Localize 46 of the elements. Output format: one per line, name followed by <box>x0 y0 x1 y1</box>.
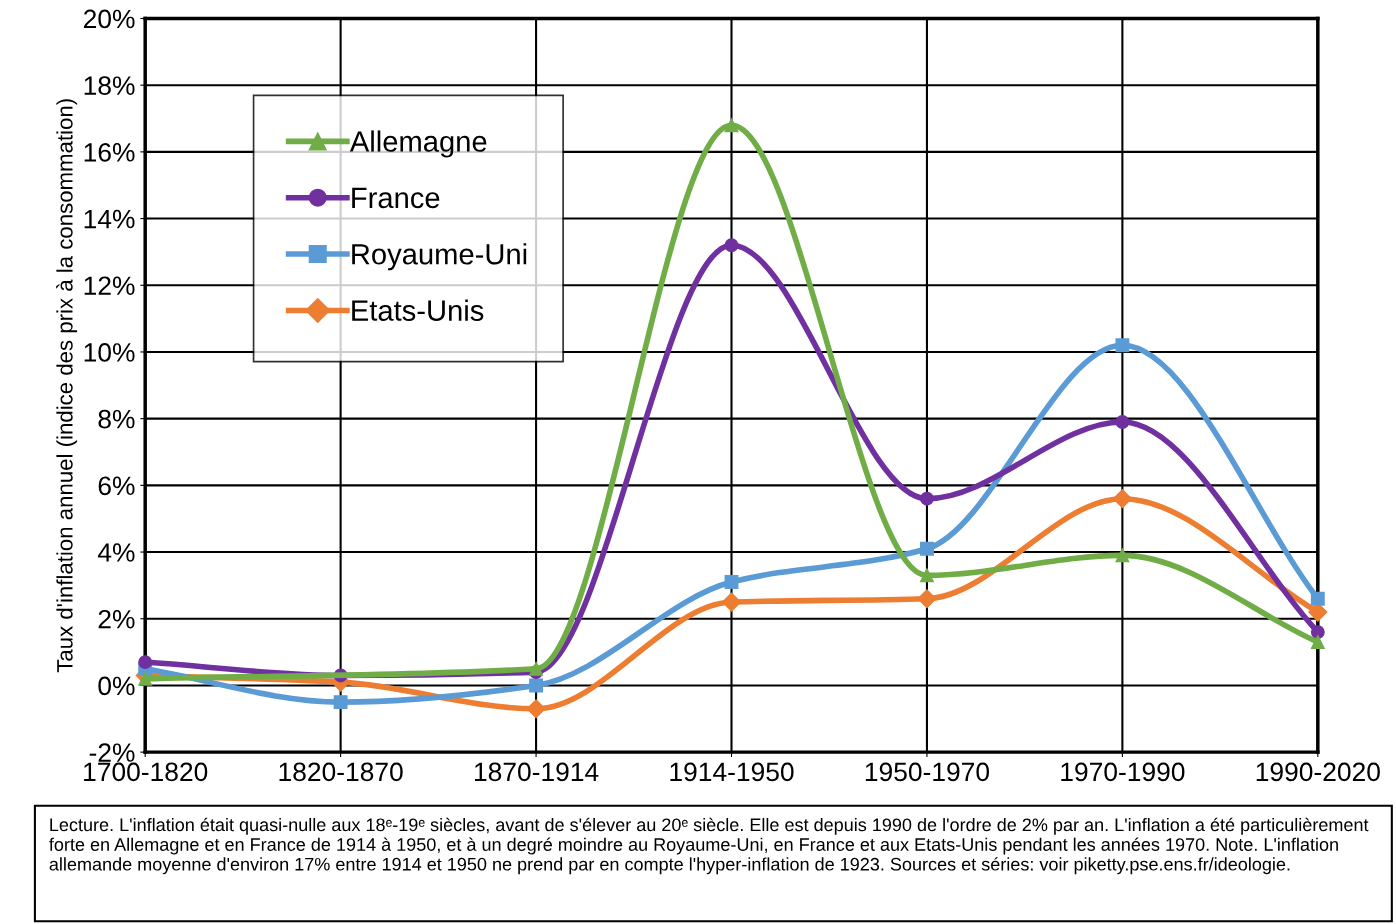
point <box>138 655 153 670</box>
point <box>919 541 934 556</box>
y-tick-label: 12% <box>84 276 135 295</box>
y-axis-title: Taux d'inflation annuel (indice des prix à la consommation) <box>56 99 78 673</box>
y-tick-label: 14% <box>84 209 135 229</box>
point <box>1115 548 1130 563</box>
point <box>526 699 546 719</box>
point <box>919 568 934 583</box>
point <box>1310 635 1325 650</box>
y-tick-label: 8% <box>98 409 135 429</box>
y-tick-label: 18% <box>84 76 135 95</box>
y-tick-label: -2% <box>89 743 135 762</box>
point <box>1115 338 1130 353</box>
point <box>724 575 739 590</box>
point <box>721 592 742 612</box>
y-tick-label: 6% <box>98 476 135 496</box>
point <box>529 678 544 693</box>
point <box>919 491 934 506</box>
point <box>1115 415 1130 429</box>
y-tick-label: 0% <box>98 676 135 696</box>
legend-label: France <box>352 187 440 209</box>
x-tick-label: 1700-1820 <box>84 762 208 782</box>
legend-label: Royaume-Uni <box>352 243 527 271</box>
x-tick-label: 1914-1950 <box>670 762 794 782</box>
y-tick-label: 20% <box>83 9 135 29</box>
y-tick-label: 4% <box>97 543 135 562</box>
legend-label: Allemagne <box>349 130 487 158</box>
point <box>1112 489 1132 509</box>
point <box>917 589 937 609</box>
point <box>529 661 544 676</box>
x-tick-label: 1990-2020 <box>1256 762 1380 782</box>
text: Lecture. L'inflation était quasi-nulle aux 18ᵉ-19ᵉ siècles, avant de s'élever au 20ᵉ siècle. Elle est depuis 1990 de l'ordre de 2% par an. L'inflation a été particulièrement forte en Allemagne et en France de 1914 à 1950, et à un degré moindre au Royaume-Uni, en France et aux Etats-Unis pendant les années 1970. Note. L'inflation allemande moyenne d'environ 17% entre 1914 et 1950 ne prend par en compte l'hyper-inflation de 1923. Sources et séries: voir piketty.pse.ens.fr/ideologie. <box>49 817 1369 875</box>
y-tick-label: 10% <box>84 343 135 362</box>
point <box>1310 591 1325 606</box>
x-tick-label: 1970-1990 <box>1061 762 1185 782</box>
point <box>1310 625 1325 640</box>
point <box>333 695 348 710</box>
legend-label: Etats-Unis <box>352 299 484 321</box>
x-tick-label: 1820-1870 <box>279 762 403 782</box>
y-tick-label: 2% <box>98 609 135 629</box>
x-tick-label: 1870-1914 <box>474 762 599 782</box>
point <box>138 671 153 686</box>
y-tick-label: 16% <box>84 143 135 162</box>
point <box>724 118 739 133</box>
x-tick-label: 1950-1970 <box>865 762 990 782</box>
point <box>724 238 739 253</box>
